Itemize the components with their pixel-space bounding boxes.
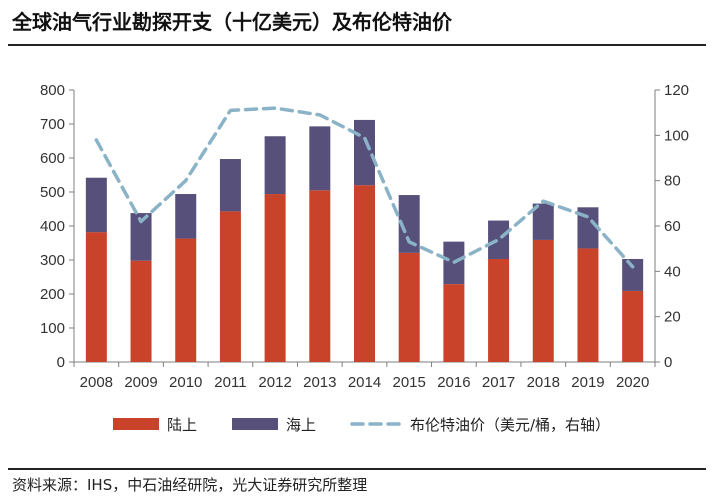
bar-offshore [577, 207, 599, 249]
bar-onshore [264, 194, 286, 362]
x-tick-label: 2015 [393, 374, 426, 391]
x-tick-label: 2010 [169, 374, 202, 391]
bar-onshore [577, 248, 599, 362]
legend-label-brent: 布伦特油价（美元/桶，右轴） [410, 416, 610, 434]
legend-label-offshore: 海上 [286, 416, 316, 434]
source-divider [8, 468, 706, 470]
bar-offshore [175, 194, 197, 239]
right-tick-label: 100 [664, 127, 689, 144]
right-tick-label: 120 [664, 82, 689, 99]
bar-onshore [488, 258, 510, 362]
x-tick-label: 2009 [124, 374, 157, 391]
brent-price-line [94, 106, 635, 269]
bar-onshore [398, 252, 420, 362]
legend-label-onshore: 陆上 [167, 416, 197, 434]
bar-offshore [264, 136, 286, 195]
bar-offshore [532, 203, 554, 240]
bar-offshore [309, 126, 331, 191]
bar-onshore [85, 232, 107, 362]
bar-offshore [130, 213, 152, 261]
left-tick-label: 100 [40, 320, 65, 337]
x-tick-label: 2013 [303, 374, 336, 391]
bar-onshore [130, 260, 152, 362]
left-tick-label: 200 [40, 286, 65, 303]
x-tick-label: 2011 [214, 374, 246, 391]
title-divider [8, 44, 706, 46]
bar-onshore [175, 238, 197, 362]
bar-offshore [85, 177, 107, 233]
left-tick-label: 700 [40, 116, 65, 133]
right-tick-label: 20 [664, 309, 681, 326]
x-tick-label: 2016 [437, 374, 470, 391]
left-tick-label: 0 [57, 354, 65, 371]
left-tick-label: 400 [40, 218, 65, 235]
bar-offshore [398, 195, 420, 253]
x-tick-label: 2012 [258, 374, 291, 391]
bar-onshore [532, 239, 554, 362]
bar-onshore [354, 185, 375, 362]
x-tick-label: 2020 [616, 374, 649, 391]
left-tick-label: 600 [40, 150, 65, 167]
right-tick-label: 60 [664, 218, 681, 235]
bar-offshore [622, 258, 644, 291]
bar-onshore [622, 290, 644, 362]
x-tick-label: 2014 [348, 374, 381, 391]
right-tick-label: 40 [664, 263, 681, 280]
x-tick-label: 2008 [80, 374, 113, 391]
x-tick-label: 2018 [527, 374, 560, 391]
x-tick-label: 2019 [571, 374, 604, 391]
bar-offshore [219, 159, 241, 212]
right-tick-label: 0 [664, 354, 672, 371]
left-tick-label: 500 [40, 184, 65, 201]
chart-title: 全球油气行业勘探开支（十亿美元）及布伦特油价 [12, 10, 452, 34]
source-note: 资料来源：IHS，中石油经研院，光大证券研究所整理 [12, 476, 368, 494]
bar-offshore [354, 119, 375, 186]
legend-swatch-onshore [113, 418, 159, 430]
right-tick-label: 80 [664, 173, 681, 190]
chart: 0 100 200 300 400 500 600 700 800 0 20 40 60 80 100 120… [40, 82, 689, 434]
left-tick-label: 800 [40, 82, 65, 99]
bar-onshore [309, 190, 331, 362]
x-tick-label: 2017 [482, 374, 515, 391]
legend-swatch-offshore [232, 418, 278, 430]
bar-onshore [443, 284, 465, 362]
bar-onshore [219, 211, 241, 362]
left-tick-label: 300 [40, 252, 65, 269]
bar-offshore [488, 220, 510, 259]
